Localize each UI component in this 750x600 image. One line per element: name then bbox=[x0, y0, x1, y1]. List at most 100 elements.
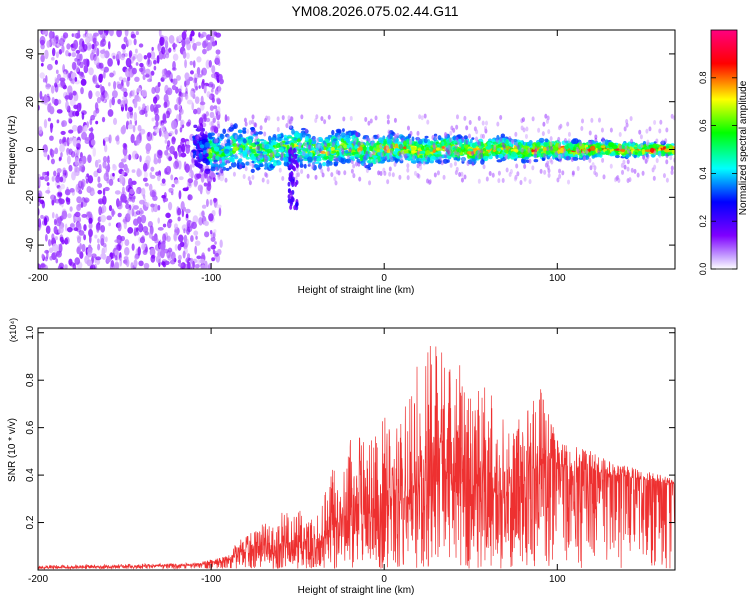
heatmap-cell bbox=[434, 135, 438, 141]
heatmap-cell bbox=[185, 37, 190, 46]
heatmap-cell bbox=[58, 243, 63, 253]
heatmap-cell bbox=[89, 52, 95, 61]
heatmap-cell bbox=[263, 131, 267, 137]
heatmap-cell bbox=[623, 142, 630, 147]
heatmap-cell bbox=[189, 90, 195, 98]
heatmap-cell bbox=[45, 74, 48, 84]
heatmap-cell bbox=[69, 206, 73, 212]
heatmap-cell bbox=[116, 50, 122, 60]
heatmap-cell bbox=[201, 204, 207, 209]
heatmap-cell bbox=[241, 165, 246, 169]
heatmap-cell bbox=[144, 68, 151, 75]
heatmap-cell bbox=[164, 149, 169, 156]
heatmap-cell bbox=[283, 161, 288, 167]
heatmap-cell bbox=[98, 62, 104, 69]
heatmap-cell bbox=[133, 259, 138, 268]
heatmap-cell bbox=[328, 161, 333, 166]
heatmap-cell bbox=[200, 130, 204, 136]
heatmap-cell bbox=[96, 47, 100, 57]
heatmap-cell bbox=[39, 263, 46, 268]
heatmap-cell bbox=[554, 150, 558, 156]
heatmap-cell bbox=[155, 255, 161, 264]
heatmap-cell bbox=[424, 155, 428, 161]
heatmap-cell bbox=[251, 163, 255, 169]
heatmap-cell bbox=[442, 174, 446, 180]
heatmap-cell bbox=[541, 157, 546, 161]
heatmap-cell bbox=[72, 90, 77, 96]
heatmap-cell bbox=[157, 81, 161, 87]
heatmap-cell bbox=[131, 243, 135, 251]
heatmap-cell bbox=[416, 136, 420, 142]
heatmap-cell bbox=[145, 202, 150, 207]
heatmap-cell bbox=[505, 167, 509, 173]
heatmap-cell bbox=[265, 172, 269, 178]
x-tick-label: 0 bbox=[381, 273, 387, 284]
heatmap-cell bbox=[406, 175, 410, 181]
heatmap-cell bbox=[369, 118, 373, 124]
heatmap-cell bbox=[455, 114, 459, 120]
heatmap-cell bbox=[176, 75, 181, 81]
heatmap-cell bbox=[191, 162, 196, 168]
heatmap-cell bbox=[499, 114, 503, 120]
heatmap-cell bbox=[108, 82, 111, 87]
heatmap-cell bbox=[131, 67, 137, 75]
heatmap-cell bbox=[261, 143, 265, 149]
heatmap-cell bbox=[100, 38, 107, 47]
heatmap-cell bbox=[162, 233, 167, 243]
heatmap-cell bbox=[460, 144, 465, 150]
heatmap-cell bbox=[196, 134, 200, 140]
heatmap-cell bbox=[234, 134, 238, 140]
heatmap-cell bbox=[129, 188, 135, 195]
heatmap-cell bbox=[392, 137, 396, 143]
heatmap-cell bbox=[523, 163, 527, 169]
heatmap-cell bbox=[117, 222, 122, 232]
heatmap-cell bbox=[157, 150, 163, 156]
heatmap-cell bbox=[194, 240, 201, 246]
heatmap-cell bbox=[77, 30, 81, 35]
heatmap-cell bbox=[120, 158, 127, 163]
heatmap-cell bbox=[527, 147, 531, 153]
heatmap-cell bbox=[305, 133, 310, 137]
heatmap-cell bbox=[193, 230, 199, 236]
heatmap-cell bbox=[318, 148, 322, 154]
heatmap-cell bbox=[330, 146, 335, 152]
heatmap-cell bbox=[307, 144, 311, 150]
heatmap-cell bbox=[333, 138, 338, 141]
heatmap-cell bbox=[168, 156, 173, 161]
heatmap-cell bbox=[638, 129, 642, 135]
heatmap-cell bbox=[467, 148, 474, 152]
heatmap-cell bbox=[558, 143, 562, 149]
heatmap-cell bbox=[496, 121, 500, 127]
heatmap-cell bbox=[93, 170, 99, 178]
heatmap-cell bbox=[88, 228, 93, 238]
heatmap-cell bbox=[90, 191, 96, 195]
heatmap-cell bbox=[96, 228, 100, 233]
heatmap-cell bbox=[363, 154, 367, 160]
heatmap-cell bbox=[172, 53, 179, 61]
heatmap-cell bbox=[334, 180, 338, 186]
heatmap-cell bbox=[278, 146, 284, 151]
heatmap-cell bbox=[186, 99, 193, 105]
heatmap-cell bbox=[466, 151, 473, 155]
heatmap-cell bbox=[61, 210, 68, 220]
heatmap-cell bbox=[70, 151, 76, 158]
heatmap-cell bbox=[214, 54, 221, 65]
heatmap-cell bbox=[377, 137, 384, 143]
heatmap-cell bbox=[164, 139, 168, 144]
heatmap-cell bbox=[43, 216, 48, 226]
heatmap-cell bbox=[77, 180, 83, 189]
heatmap-cell bbox=[281, 115, 285, 121]
heatmap-cell bbox=[164, 131, 169, 140]
heatmap-cell bbox=[290, 149, 294, 155]
heatmap-cell bbox=[418, 161, 422, 167]
heatmap-cell bbox=[47, 117, 51, 122]
heatmap-cell bbox=[150, 104, 155, 112]
heatmap-cell bbox=[192, 260, 195, 269]
heatmap-cell bbox=[400, 137, 404, 143]
heatmap-cell bbox=[66, 199, 71, 205]
heatmap-cell bbox=[51, 150, 56, 155]
heatmap-cell bbox=[230, 122, 234, 128]
heatmap-cell bbox=[197, 74, 203, 78]
heatmap-cell bbox=[61, 120, 68, 127]
heatmap-cell bbox=[73, 227, 79, 232]
